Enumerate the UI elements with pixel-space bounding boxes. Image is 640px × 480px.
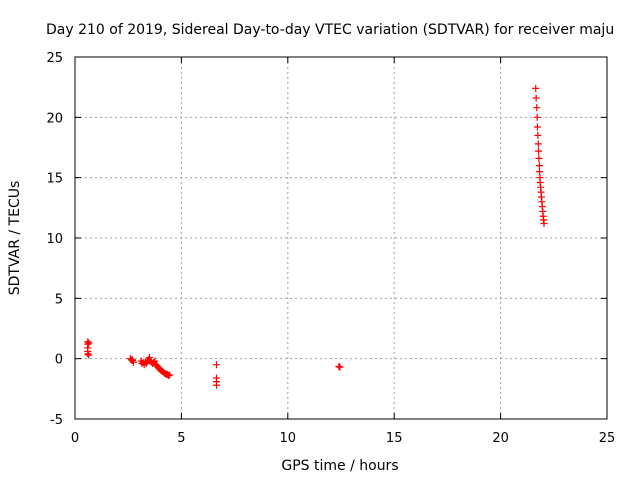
data-point bbox=[166, 371, 174, 379]
data-points bbox=[84, 84, 548, 389]
data-point bbox=[532, 94, 540, 102]
x-tick-label: 25 bbox=[599, 431, 616, 446]
data-point bbox=[535, 162, 543, 170]
data-point bbox=[535, 154, 543, 162]
chart-title: Day 210 of 2019, Sidereal Day-to-day VTE… bbox=[46, 22, 614, 38]
x-tick-label: 15 bbox=[386, 431, 403, 446]
y-tick-label: -5 bbox=[50, 413, 63, 428]
data-point bbox=[335, 363, 343, 371]
data-point bbox=[151, 357, 159, 365]
y-tick-label: 5 bbox=[55, 292, 63, 307]
data-point bbox=[336, 363, 344, 371]
x-tick-label: 0 bbox=[71, 431, 79, 446]
data-point bbox=[85, 339, 93, 347]
grid bbox=[75, 57, 607, 419]
data-point bbox=[145, 353, 153, 361]
data-point bbox=[213, 361, 221, 369]
data-point bbox=[536, 168, 544, 176]
y-tick-label: 0 bbox=[55, 353, 63, 368]
data-point bbox=[540, 220, 548, 228]
data-point bbox=[534, 131, 542, 139]
x-tick-label: 20 bbox=[492, 431, 509, 446]
plot-frame bbox=[74, 56, 608, 420]
y-tick-labels: -5 0 5 10 15 20 25 bbox=[46, 51, 63, 428]
data-point bbox=[84, 350, 92, 358]
data-point bbox=[534, 140, 542, 148]
x-tick-labels: 0 5 10 15 20 25 bbox=[71, 431, 615, 446]
data-point bbox=[533, 123, 541, 131]
y-tick-label: 25 bbox=[46, 51, 63, 66]
data-point bbox=[534, 147, 542, 155]
data-point bbox=[85, 351, 93, 359]
data-point bbox=[533, 113, 541, 121]
y-tick-label: 20 bbox=[46, 111, 63, 126]
y-tick-label: 10 bbox=[46, 232, 63, 247]
x-tick-label: 5 bbox=[177, 431, 185, 446]
x-tick-label: 10 bbox=[280, 431, 297, 446]
data-point bbox=[213, 381, 221, 389]
data-point bbox=[532, 84, 540, 92]
data-point bbox=[128, 356, 136, 364]
data-point bbox=[533, 104, 541, 112]
y-axis-title: SDTVAR / TECUs bbox=[7, 181, 23, 296]
y-tick-label: 15 bbox=[46, 172, 63, 187]
data-point bbox=[165, 372, 173, 380]
x-axis-title: GPS time / hours bbox=[281, 458, 398, 474]
